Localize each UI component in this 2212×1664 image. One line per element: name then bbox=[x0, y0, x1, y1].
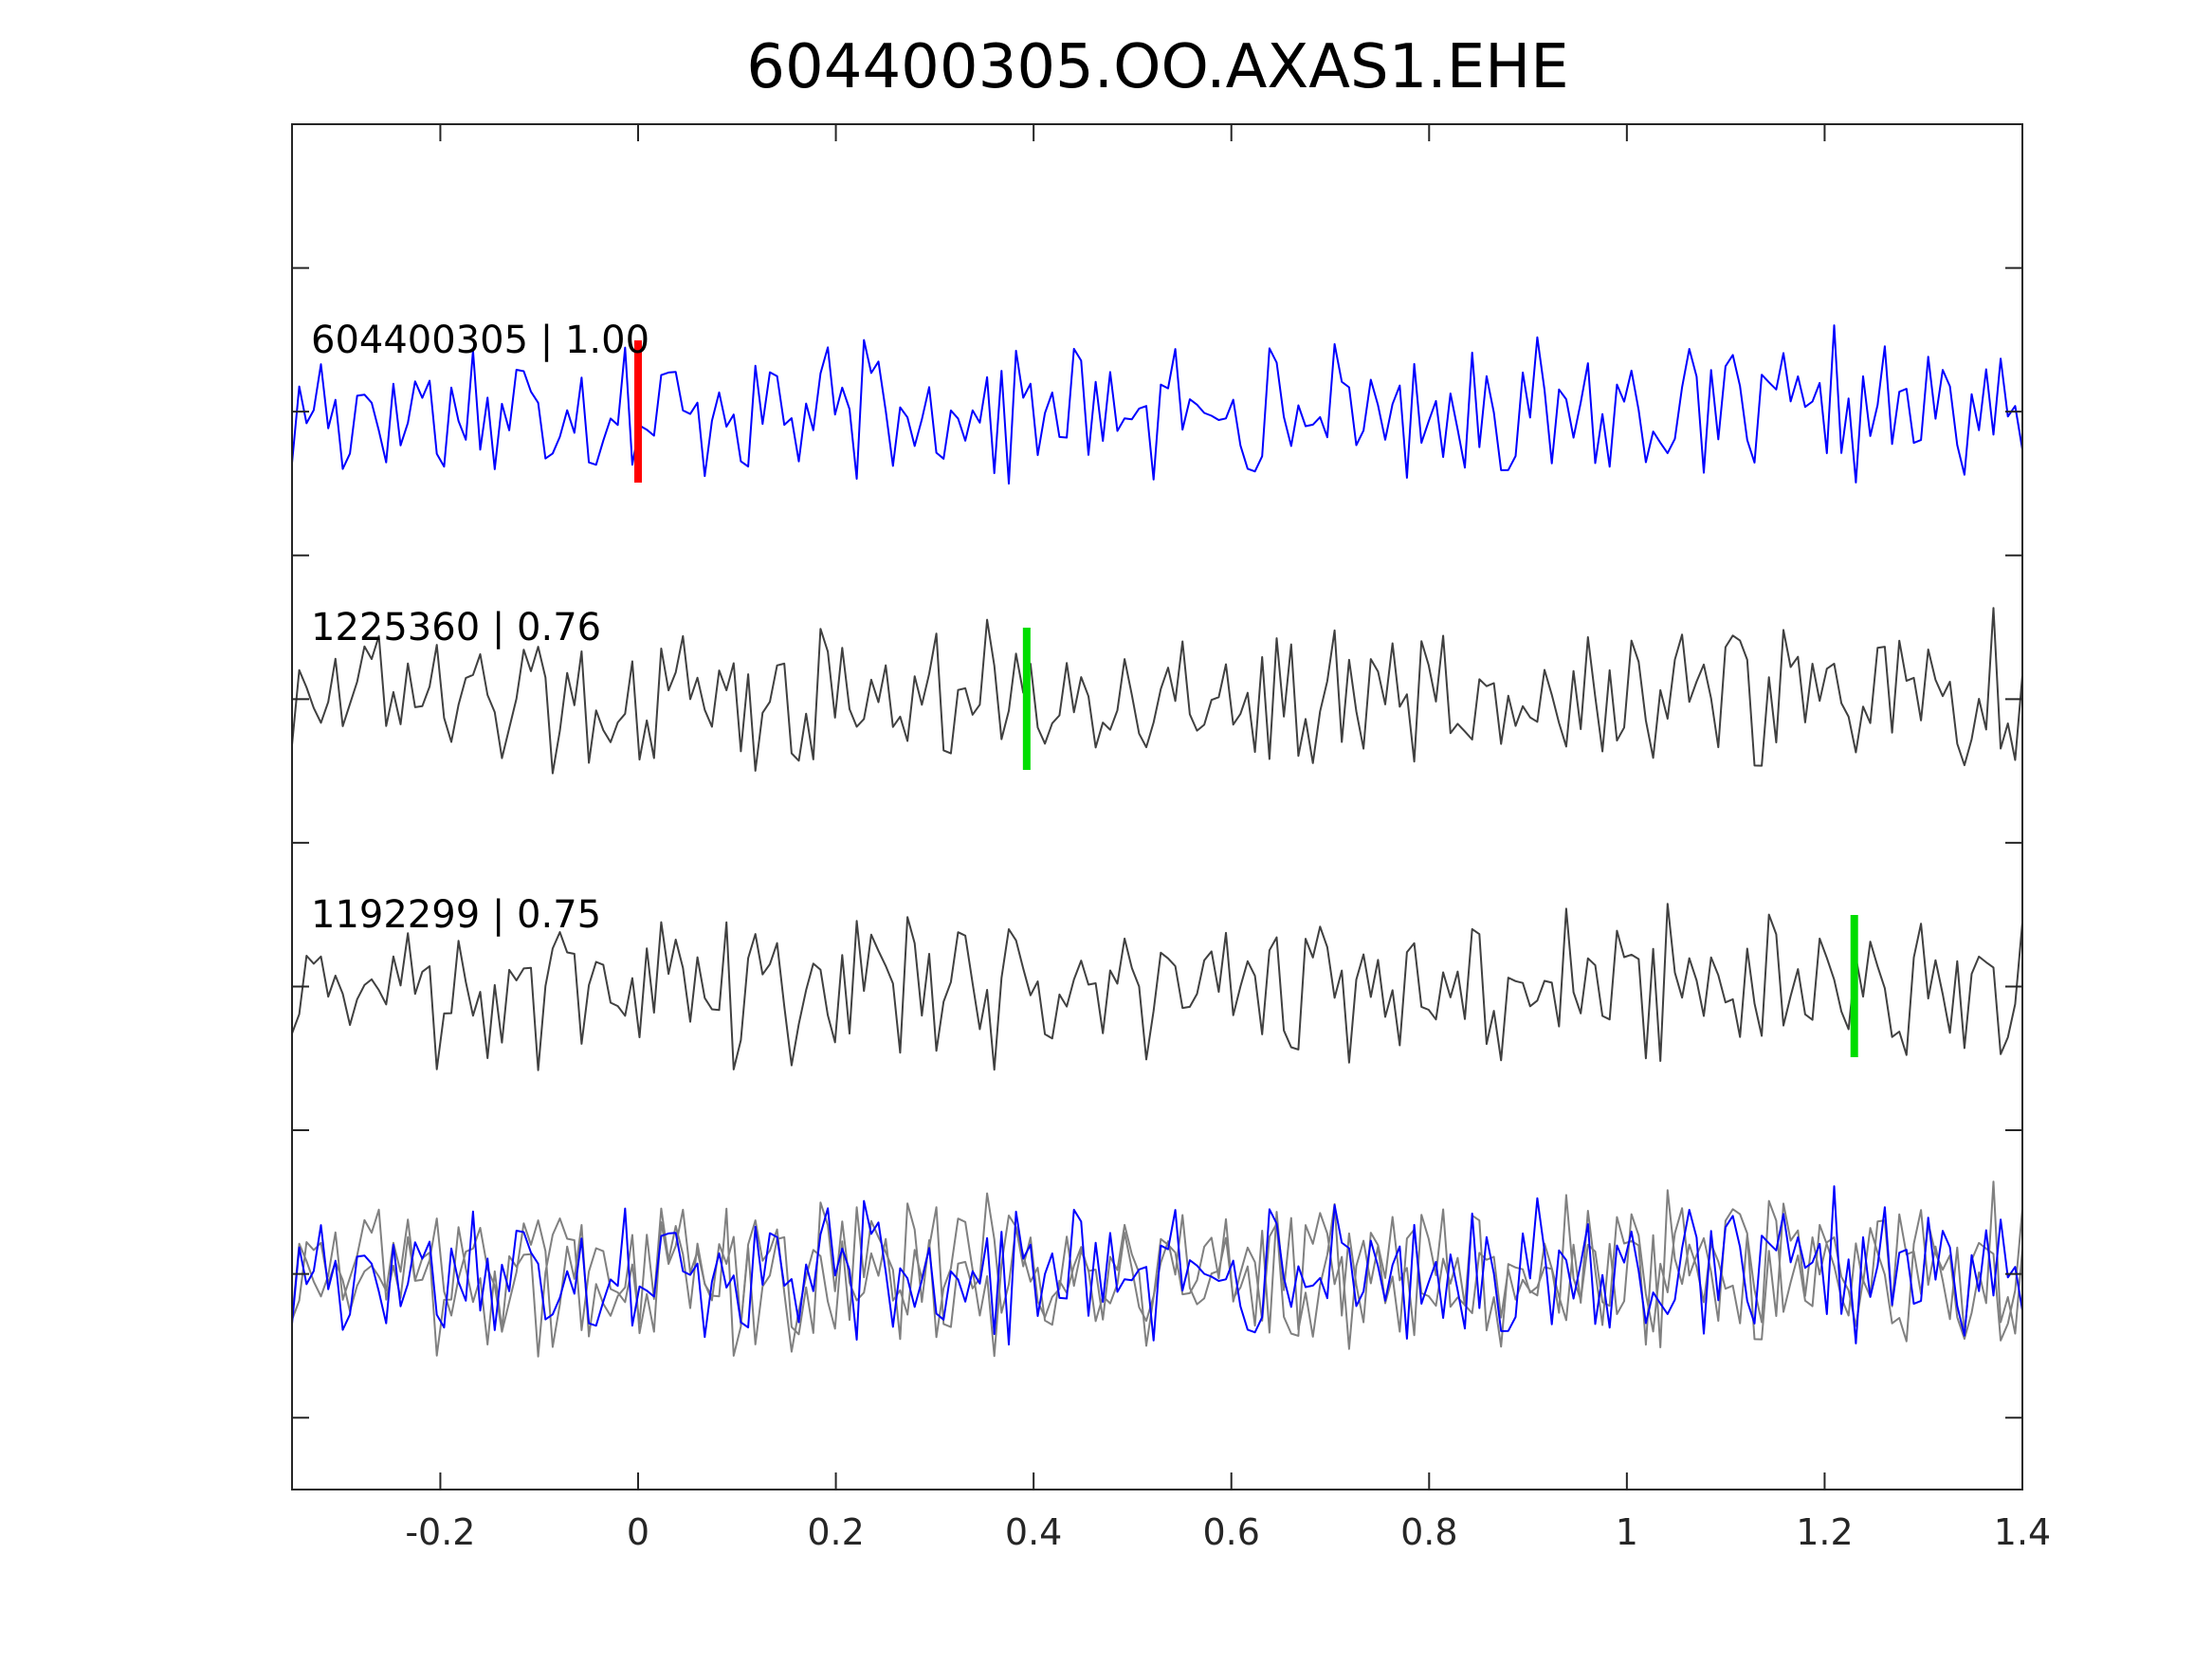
x-tick-label: 1.4 bbox=[1994, 1511, 2051, 1553]
plot-content: 604400305 | 1.00 1225360 | 0.76 1192299 | … bbox=[291, 319, 2023, 1358]
overlay-trace-line bbox=[291, 1180, 2023, 1348]
x-tick-label: 1.2 bbox=[1796, 1511, 1853, 1553]
overlay-trace-line bbox=[291, 1185, 2023, 1346]
x-tick-label: 0 bbox=[627, 1511, 649, 1553]
trace-line bbox=[291, 903, 2023, 1071]
x-tick-label: 1 bbox=[1616, 1511, 1638, 1553]
trace-line bbox=[291, 324, 2023, 485]
x-tick-label: 0.6 bbox=[1202, 1511, 1259, 1553]
x-tick-label: 0.2 bbox=[807, 1511, 864, 1553]
plot-frame bbox=[291, 123, 2023, 1490]
axes: -0.2 0 0.2 0.4 0.6 0.8 1 1.2 1.4 bbox=[292, 124, 2051, 1553]
x-tick-label: -0.2 bbox=[405, 1511, 475, 1553]
trace-label: 1192299 | 0.75 bbox=[311, 893, 601, 937]
overlay-trace-line bbox=[291, 1189, 2023, 1358]
chart-title: 604400305.OO.AXAS1.EHE bbox=[746, 32, 1568, 102]
trace-label: 1225360 | 0.76 bbox=[311, 606, 601, 649]
trace-line bbox=[291, 607, 2023, 775]
x-tick-label: 0.4 bbox=[1005, 1511, 1062, 1553]
x-tick-label: 0.8 bbox=[1400, 1511, 1457, 1553]
trace-label: 604400305 | 1.00 bbox=[311, 319, 649, 362]
